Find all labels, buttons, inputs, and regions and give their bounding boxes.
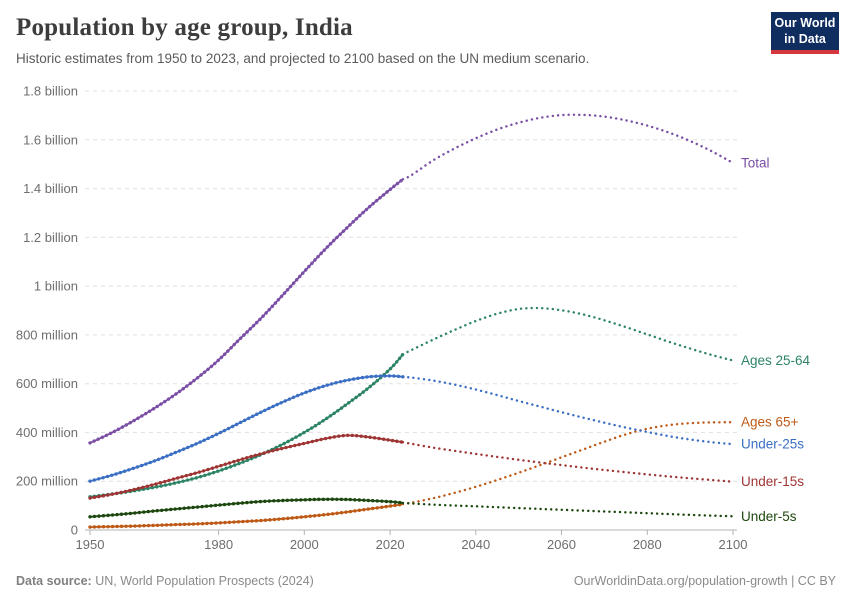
- series-label-ages-65-plus[interactable]: Ages 65+: [741, 415, 799, 430]
- series-label-under-15s[interactable]: Under-15s: [741, 474, 804, 489]
- x-axis-tick-label: 1980: [204, 537, 233, 552]
- x-axis-tick-label: 2080: [633, 537, 662, 552]
- y-axis-tick-label: 200 million: [16, 474, 78, 489]
- chart-subtitle: Historic estimates from 1950 to 2023, an…: [16, 50, 590, 66]
- owid-logo[interactable]: Our World in Data: [771, 12, 839, 55]
- x-axis-tick-label: 2060: [547, 537, 576, 552]
- series-line-markers-total: [88, 177, 405, 445]
- series-projection-under-5s[interactable]: [401, 501, 735, 518]
- series-projection-under-25s[interactable]: [401, 375, 735, 446]
- x-axis-tick-label: 2000: [290, 537, 319, 552]
- series-label-ages-25-64[interactable]: Ages 25-64: [741, 353, 811, 368]
- y-axis-tick-label: 1.6 billion: [23, 132, 78, 147]
- y-axis-tick-label: 1.2 billion: [23, 230, 78, 245]
- series-line-markers-ages-25-64: [88, 352, 405, 499]
- owid-logo-line1: Our World: [774, 16, 836, 30]
- series-line-markers-under-25s: [88, 374, 405, 483]
- data-source-value: UN, World Population Prospects (2024): [91, 574, 314, 588]
- y-axis-tick-label: 1.8 billion: [23, 84, 78, 99]
- x-axis-tick-label: 2040: [461, 537, 490, 552]
- x-axis-tick-label: 2100: [719, 537, 748, 552]
- owid-logo-line2: in Data: [784, 31, 826, 46]
- x-axis-tick-label: 1950: [76, 537, 105, 552]
- series-line-ages-65-plus[interactable]: [89, 503, 404, 528]
- y-axis-tick-label: 1.4 billion: [23, 181, 78, 196]
- data-source-label: Data source:: [16, 574, 92, 588]
- y-axis-tick-label: 800 million: [16, 327, 78, 342]
- series-line-ages-25-64[interactable]: [89, 353, 404, 498]
- series-projection-under-15s[interactable]: [401, 441, 735, 483]
- chart-footer: Data source: UN, World Population Prospe…: [16, 574, 836, 588]
- series-label-total[interactable]: Total: [741, 155, 770, 170]
- series-projection-ages-25-64[interactable]: [401, 306, 735, 362]
- x-axis-tick-label: 2020: [376, 537, 405, 552]
- series-label-under-5s[interactable]: Under-5s: [741, 509, 797, 524]
- y-axis-tick-label: 0: [71, 523, 78, 538]
- series-line-markers-under-15s: [88, 433, 405, 500]
- owid-url-link[interactable]: OurWorldinData.org/population-growth | C…: [573, 574, 836, 588]
- series-projection-ages-65-plus[interactable]: [401, 421, 735, 506]
- series-label-under-25s[interactable]: Under-25s: [741, 437, 804, 452]
- series-line-markers-under-5s: [88, 497, 405, 519]
- y-axis-tick-label: 600 million: [16, 376, 78, 391]
- y-axis-tick-label: 1 billion: [34, 279, 78, 294]
- series-projection-total[interactable]: [401, 113, 735, 181]
- series-line-markers-ages-65-plus: [88, 502, 405, 529]
- page-title: Population by age group, India: [16, 14, 353, 41]
- y-axis-tick-label: 400 million: [16, 425, 78, 440]
- data-source-note: Data source: UN, World Population Prospe…: [16, 574, 314, 588]
- chart-header: Population by age group, India Historic …: [16, 14, 740, 67]
